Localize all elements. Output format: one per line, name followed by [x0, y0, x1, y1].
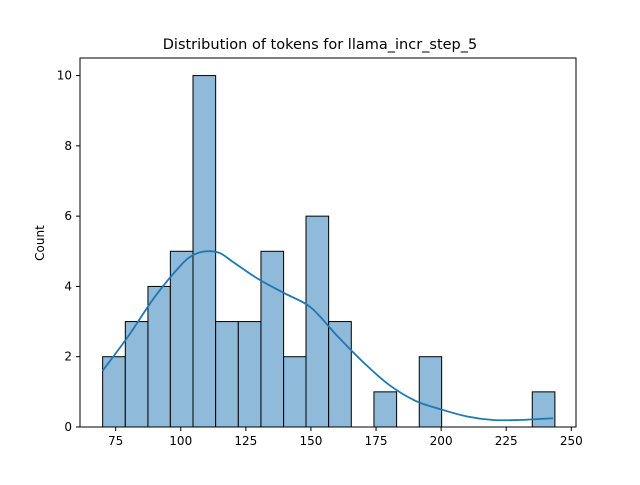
- histogram-bar-1: [124, 321, 149, 428]
- x-tick-label: 150: [299, 434, 322, 448]
- histogram-bar-2: [147, 285, 171, 428]
- histogram-bar-19: [531, 391, 556, 428]
- plot-frame: [79, 57, 577, 428]
- y-tick-label: 8: [64, 139, 72, 153]
- kde-curve: [101, 250, 554, 422]
- bars-group: [102, 75, 556, 428]
- chart-title: Distribution of tokens for llama_incr_st…: [163, 37, 478, 53]
- y-tick-label: 10: [57, 69, 72, 83]
- y-tick-label: 2: [64, 350, 72, 364]
- x-tick-label: 250: [560, 434, 583, 448]
- histogram-bar-7: [260, 250, 285, 428]
- x-tick-label: 125: [234, 434, 257, 448]
- x-tick-label: 100: [169, 434, 192, 448]
- x-tick-label: 175: [365, 434, 388, 448]
- histogram-bar-12: [373, 391, 398, 428]
- y-tick-label: 6: [64, 209, 72, 223]
- histogram-bar-8: [283, 356, 307, 428]
- y-tick-label: 0: [64, 420, 72, 434]
- x-tick-label: 225: [495, 434, 518, 448]
- histogram-bar-10: [328, 321, 352, 428]
- y-axis-label: Count: [33, 225, 47, 261]
- histogram-bar-6: [237, 321, 262, 428]
- y-axis-ticks: 0 2 4 6 8 10: [57, 69, 80, 434]
- y-tick-label: 4: [64, 279, 72, 293]
- histogram-bar-5: [215, 321, 239, 428]
- histogram-bar-3: [169, 250, 194, 428]
- x-tick-label: 200: [430, 434, 453, 448]
- x-axis-ticks: 75 100 125 150 175 200 225 250: [108, 427, 583, 448]
- x-tick-label: 75: [108, 434, 123, 448]
- histogram-bar-14: [418, 356, 443, 428]
